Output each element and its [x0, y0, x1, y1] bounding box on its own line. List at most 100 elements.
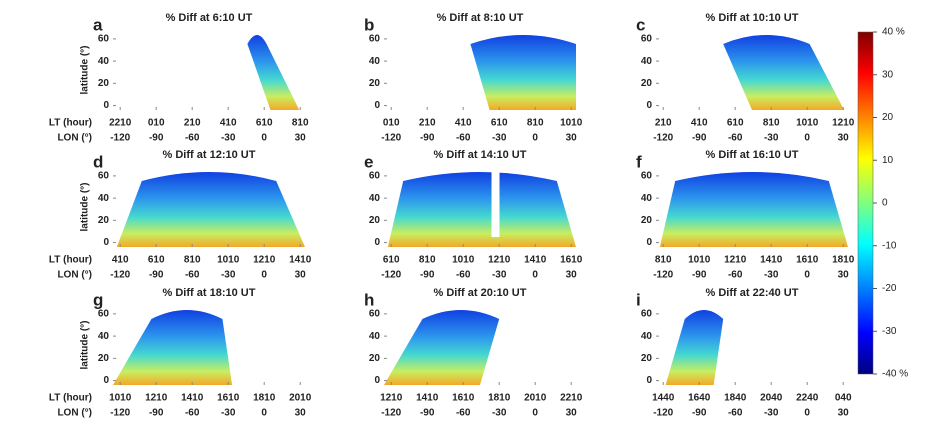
lt-tick-label: 2040 — [760, 393, 783, 404]
lt-tick-label: 1410 — [289, 255, 312, 266]
lt-tick-label: 1410 — [416, 393, 439, 404]
lt-tick-label: 810 — [655, 255, 672, 266]
lt-tick-label: 1610 — [452, 393, 475, 404]
y-tick-label: 40 — [369, 193, 381, 204]
lt-tick-label: 1410 — [181, 393, 204, 404]
y-tick-label: 20 — [98, 78, 110, 89]
x-tick-label: 30 — [566, 408, 578, 419]
x-tick-label: -30 — [764, 133, 779, 144]
lt-tick-label: 1810 — [488, 393, 511, 404]
y-tick-label: 60 — [641, 171, 653, 182]
y-axis-label: latitude (°) — [80, 321, 91, 370]
y-tick-label: 20 — [369, 215, 381, 226]
x-tick-label: 0 — [261, 133, 267, 144]
lt-tick-label: 1010 — [688, 255, 711, 266]
y-tick-label: 0 — [103, 100, 109, 111]
colorbar-tick-label: -40 % — [882, 369, 908, 380]
lt-tick-label: 1840 — [724, 393, 747, 404]
lt-tick-label: 610 — [148, 255, 165, 266]
colorbar-tick-label: 40 % — [882, 27, 905, 38]
heatmap-field — [113, 310, 233, 385]
lt-tick-label: 810 — [292, 118, 309, 129]
x-tick-label: -90 — [692, 133, 707, 144]
lt-tick-label: 1610 — [796, 255, 819, 266]
panel-letter: a — [93, 15, 103, 34]
y-tick-label: 0 — [646, 375, 652, 386]
x-tick-label: -120 — [110, 133, 130, 144]
colorbar — [857, 31, 874, 375]
x-tick-label: -60 — [456, 270, 471, 281]
lt-tick-label: 1810 — [832, 255, 855, 266]
x-tick-label: -30 — [764, 408, 779, 419]
y-tick-label: 40 — [641, 331, 653, 342]
y-axis-label: latitude (°) — [80, 46, 91, 95]
y-tick-label: 40 — [98, 331, 110, 342]
x-tick-label: -60 — [185, 133, 200, 144]
panel-letter: d — [93, 152, 103, 171]
x-tick-label: 0 — [804, 133, 810, 144]
y-tick-label: 60 — [98, 34, 110, 45]
x-tick-label: -90 — [149, 408, 164, 419]
heatmap-field — [723, 35, 845, 110]
panel-title: % Diff at 22:40 UT — [706, 287, 799, 299]
lon-axis-label: LON (°) — [57, 133, 92, 144]
x-tick-label: 30 — [566, 270, 578, 281]
x-tick-label: -90 — [149, 270, 164, 281]
colorbar-tick-label: 20 — [882, 112, 894, 123]
y-tick-label: 0 — [103, 237, 109, 248]
lt-tick-label: 1210 — [488, 255, 511, 266]
x-tick-label: -30 — [492, 270, 507, 281]
lt-tick-label: 610 — [491, 118, 508, 129]
lt-tick-label: 1210 — [380, 393, 403, 404]
lt-tick-label: 810 — [527, 118, 544, 129]
lt-tick-label: 2010 — [289, 393, 312, 404]
y-tick-label: 60 — [98, 171, 110, 182]
x-tick-label: 30 — [838, 408, 850, 419]
lt-tick-label: 1210 — [253, 255, 276, 266]
heatmap-field — [665, 310, 724, 385]
y-tick-label: 20 — [369, 78, 381, 89]
y-tick-label: 0 — [646, 100, 652, 111]
panel-letter: c — [636, 15, 645, 34]
lt-tick-label: 410 — [220, 118, 237, 129]
y-tick-label: 40 — [98, 193, 110, 204]
lt-tick-label: 1210 — [724, 255, 747, 266]
colorbar-tick-label: 0 — [882, 198, 888, 209]
y-tick-label: 40 — [369, 331, 381, 342]
panel-title: % Diff at 20:10 UT — [434, 287, 527, 299]
lt-tick-label: 410 — [691, 118, 708, 129]
lt-tick-label: 1010 — [217, 255, 240, 266]
y-tick-label: 60 — [369, 309, 381, 320]
y-tick-label: 40 — [369, 56, 381, 67]
panel-letter: f — [636, 152, 642, 171]
lt-axis-label: LT (hour) — [49, 393, 92, 404]
y-tick-label: 20 — [369, 353, 381, 364]
lt-tick-label: 1010 — [452, 255, 475, 266]
heatmap-field — [116, 172, 305, 247]
x-tick-label: -60 — [456, 133, 471, 144]
lt-tick-label: 410 — [455, 118, 472, 129]
y-tick-label: 20 — [641, 78, 653, 89]
y-axis-label: latitude (°) — [80, 183, 91, 232]
colorbar-tick-label: -20 — [882, 283, 897, 294]
lt-tick-label: 1410 — [760, 255, 783, 266]
lt-tick-label: 2210 — [109, 118, 132, 129]
lt-tick-label: 010 — [383, 118, 400, 129]
lt-tick-label: 1810 — [253, 393, 276, 404]
lt-tick-label: 210 — [655, 118, 672, 129]
x-tick-label: 0 — [261, 270, 267, 281]
panel-title: % Diff at 14:10 UT — [434, 149, 527, 161]
y-tick-label: 0 — [103, 375, 109, 386]
x-tick-label: 30 — [295, 133, 307, 144]
panel-letter: i — [636, 290, 641, 309]
x-tick-label: 30 — [566, 133, 578, 144]
panel-title: % Diff at 12:10 UT — [163, 149, 256, 161]
x-tick-label: 0 — [532, 270, 538, 281]
lt-axis-label: LT (hour) — [49, 118, 92, 129]
x-tick-label: -90 — [692, 270, 707, 281]
x-tick-label: -60 — [456, 408, 471, 419]
y-tick-label: 40 — [641, 56, 653, 67]
panel-letter: e — [364, 152, 373, 171]
x-tick-label: -120 — [381, 408, 401, 419]
